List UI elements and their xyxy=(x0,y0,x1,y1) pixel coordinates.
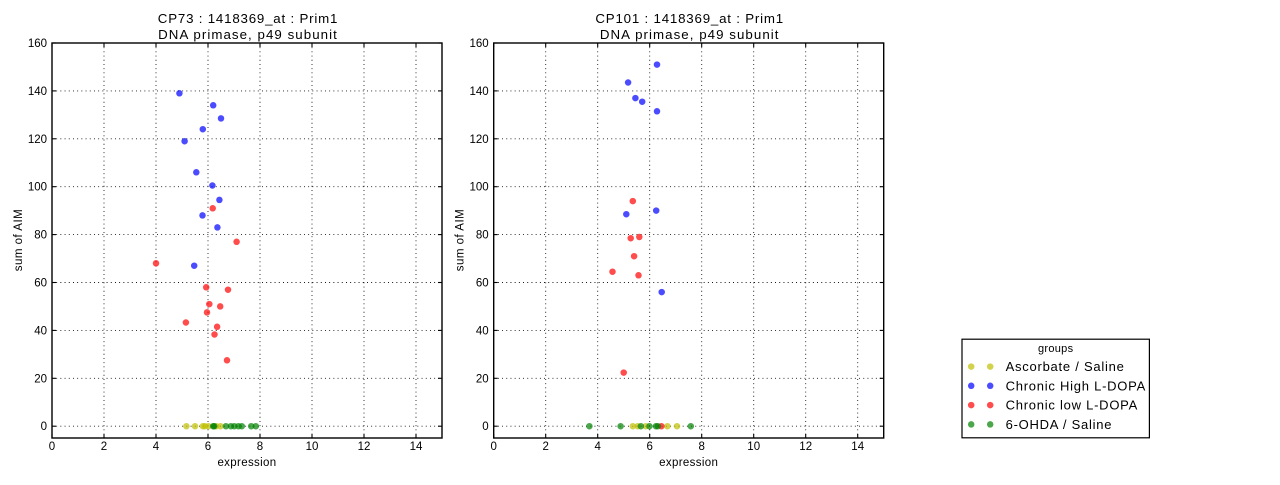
svg-text:14: 14 xyxy=(851,441,864,453)
svg-text:Chronic low L-DOPA: Chronic low L-DOPA xyxy=(1006,398,1138,413)
svg-text:Ascorbate / Saline: Ascorbate / Saline xyxy=(1006,359,1125,374)
svg-text:CP73 : 1418369_at : Prim1: CP73 : 1418369_at : Prim1 xyxy=(158,11,338,26)
svg-text:expression: expression xyxy=(217,457,276,469)
svg-text:20: 20 xyxy=(476,373,489,385)
svg-text:140: 140 xyxy=(470,86,489,98)
svg-text:0: 0 xyxy=(490,441,496,453)
svg-text:60: 60 xyxy=(476,278,489,290)
svg-text:0: 0 xyxy=(482,421,488,433)
svg-text:60: 60 xyxy=(34,278,47,290)
svg-text:sum of AIM: sum of AIM xyxy=(455,209,467,272)
svg-text:DNA primase, p49 subunit: DNA primase, p49 subunit xyxy=(158,27,338,42)
svg-text:8: 8 xyxy=(257,441,263,453)
svg-text:4: 4 xyxy=(594,441,601,453)
svg-text:DNA primase, p49 subunit: DNA primase, p49 subunit xyxy=(600,27,780,42)
svg-text:20: 20 xyxy=(34,373,47,385)
svg-text:6-OHDA / Saline: 6-OHDA / Saline xyxy=(1006,417,1113,432)
svg-text:40: 40 xyxy=(34,325,47,337)
svg-text:80: 80 xyxy=(476,230,489,242)
svg-text:40: 40 xyxy=(476,325,489,337)
svg-text:2: 2 xyxy=(542,441,548,453)
svg-text:100: 100 xyxy=(470,182,489,194)
svg-text:14: 14 xyxy=(410,441,423,453)
svg-text:Chronic High L-DOPA: Chronic High L-DOPA xyxy=(1006,378,1146,393)
svg-text:groups: groups xyxy=(1038,343,1074,355)
svg-text:160: 160 xyxy=(470,38,489,50)
svg-text:0: 0 xyxy=(49,441,55,453)
svg-text:140: 140 xyxy=(28,86,47,98)
svg-text:2: 2 xyxy=(101,441,107,453)
svg-text:expression: expression xyxy=(659,457,718,469)
svg-text:8: 8 xyxy=(698,441,704,453)
svg-text:120: 120 xyxy=(28,134,47,146)
svg-text:0: 0 xyxy=(41,421,47,433)
svg-text:10: 10 xyxy=(306,441,319,453)
svg-text:120: 120 xyxy=(470,134,489,146)
svg-text:100: 100 xyxy=(28,182,47,194)
svg-text:12: 12 xyxy=(799,441,812,453)
svg-text:12: 12 xyxy=(358,441,371,453)
svg-text:CP101 : 1418369_at : Prim1: CP101 : 1418369_at : Prim1 xyxy=(595,11,784,26)
svg-text:4: 4 xyxy=(153,441,160,453)
svg-text:10: 10 xyxy=(747,441,760,453)
svg-text:80: 80 xyxy=(34,230,47,242)
svg-text:160: 160 xyxy=(28,38,47,50)
svg-text:sum of AIM: sum of AIM xyxy=(13,209,25,272)
svg-text:6: 6 xyxy=(205,441,211,453)
svg-text:6: 6 xyxy=(646,441,652,453)
